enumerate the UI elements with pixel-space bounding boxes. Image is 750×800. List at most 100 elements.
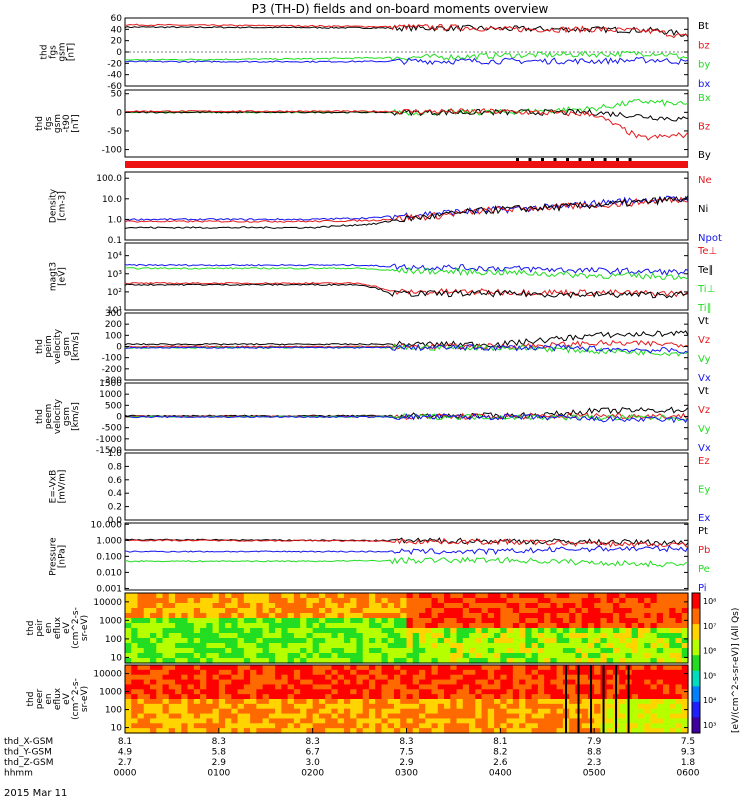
- heat-cell: [662, 618, 670, 624]
- heat-cell: [406, 684, 414, 690]
- heat-cell: [393, 723, 401, 729]
- heat-cell: [400, 633, 408, 639]
- heat-cell: [475, 713, 483, 720]
- heat-cell: [262, 658, 270, 664]
- legend-entry: Pi: [698, 583, 707, 594]
- heat-cell: [131, 679, 139, 686]
- heat-cell: [137, 703, 145, 710]
- heat-cell: [662, 648, 670, 654]
- heat-cell: [218, 684, 226, 690]
- heat-cell: [356, 598, 364, 604]
- heat-cell: [612, 608, 620, 614]
- heat-cell: [356, 708, 364, 715]
- heat-cell: [537, 608, 545, 614]
- heat-cell: [444, 623, 451, 629]
- heat-cell: [287, 723, 295, 729]
- heat-cell: [318, 608, 326, 614]
- heat-cell: [175, 684, 182, 690]
- heat-cell: [325, 658, 333, 664]
- heat-cell: [487, 658, 495, 664]
- heat-cell: [637, 648, 645, 654]
- heat-cell: [487, 628, 495, 634]
- heat-cell: [612, 638, 620, 644]
- heat-cell: [318, 593, 326, 599]
- heat-cell: [256, 674, 264, 681]
- heat-cell: [525, 708, 533, 715]
- heat-cell: [231, 699, 239, 705]
- heat-cell: [594, 633, 602, 639]
- heat-cell: [275, 665, 282, 671]
- heat-cell: [143, 689, 151, 695]
- heat-cell: [350, 598, 358, 604]
- heat-cell: [162, 598, 170, 604]
- heat-cell: [500, 674, 508, 681]
- y-tick-label: -500: [102, 424, 123, 434]
- heat-cell: [256, 653, 264, 659]
- heat-cell: [425, 728, 433, 734]
- heat-cell: [262, 643, 270, 649]
- heat-cell: [318, 653, 326, 659]
- x-tick-label: 8.3: [306, 737, 320, 747]
- heat-cell: [462, 694, 470, 700]
- heat-cell: [225, 699, 232, 705]
- heat-cell: [162, 728, 170, 734]
- heat-cell: [656, 603, 664, 609]
- x-tick-label: 0400: [489, 769, 512, 779]
- heat-cell: [412, 728, 420, 734]
- heat-cell: [156, 638, 164, 644]
- heat-cell: [600, 638, 608, 644]
- heat-cell: [362, 728, 370, 734]
- heat-cell: [137, 689, 145, 695]
- heat-cell: [325, 713, 333, 720]
- heat-cell: [281, 633, 289, 639]
- heat-cell: [669, 694, 677, 700]
- heat-cell: [469, 708, 476, 715]
- heat-cell: [225, 684, 232, 690]
- heat-cell: [131, 665, 139, 671]
- heat-cell: [469, 608, 476, 614]
- heat-cell: [281, 665, 289, 671]
- heat-cell: [375, 628, 383, 634]
- y-axis-label: fgs: [44, 116, 54, 130]
- heat-cell: [562, 608, 570, 614]
- legend-entry: bz: [698, 40, 710, 51]
- heat-cell: [125, 669, 132, 676]
- heat-cell: [581, 703, 589, 710]
- heat-cell: [400, 603, 408, 609]
- heat-cell: [181, 674, 189, 681]
- heat-cell: [575, 653, 583, 659]
- heat-cell: [125, 708, 132, 715]
- heat-cell: [200, 633, 207, 639]
- heat-cell: [331, 618, 339, 624]
- heat-cell: [281, 653, 289, 659]
- heat-cell: [287, 628, 295, 634]
- heat-cell: [412, 653, 420, 659]
- heat-cell: [600, 593, 608, 599]
- heat-cell: [406, 643, 414, 649]
- heat-cell: [187, 703, 195, 710]
- heat-cell: [368, 603, 376, 609]
- heat-cell: [287, 658, 295, 664]
- heat-cell: [606, 684, 614, 690]
- y-tick-label: -1000: [96, 435, 122, 445]
- heat-cell: [512, 653, 520, 659]
- x-tick-label: 2.7: [118, 758, 132, 768]
- heat-cell: [562, 623, 570, 629]
- heat-cell: [487, 613, 495, 619]
- heat-cell: [406, 593, 414, 599]
- heat-cell: [175, 658, 182, 664]
- heat-cell: [275, 718, 282, 724]
- heat-cell: [350, 613, 358, 619]
- heat-cell: [125, 653, 132, 659]
- heat-cell: [581, 713, 589, 720]
- heat-cell: [494, 603, 501, 609]
- heat-cell: [181, 679, 189, 686]
- heat-cell: [318, 699, 326, 705]
- heat-cell: [481, 703, 489, 710]
- heat-cell: [550, 679, 558, 686]
- heat-cell: [193, 603, 201, 609]
- heat-cell: [231, 694, 239, 700]
- heat-cell: [525, 648, 533, 654]
- heat-cell: [419, 648, 426, 654]
